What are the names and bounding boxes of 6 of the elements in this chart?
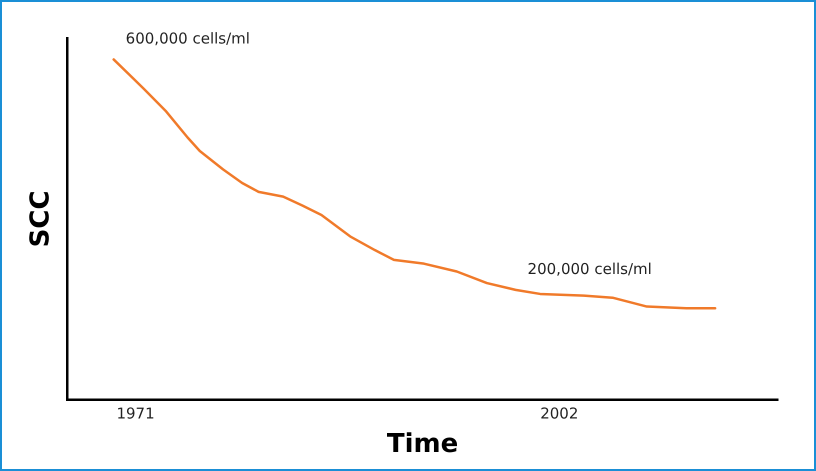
annotation: 600,000 cells/ml (126, 29, 250, 48)
annotation: 200,000 cells/ml (528, 260, 652, 278)
x-axis-title: Time (386, 429, 458, 460)
x-tick-label: 2002 (540, 404, 578, 423)
y-axis-title: SCC (25, 190, 56, 248)
x-tick-label: 1971 (116, 404, 155, 423)
